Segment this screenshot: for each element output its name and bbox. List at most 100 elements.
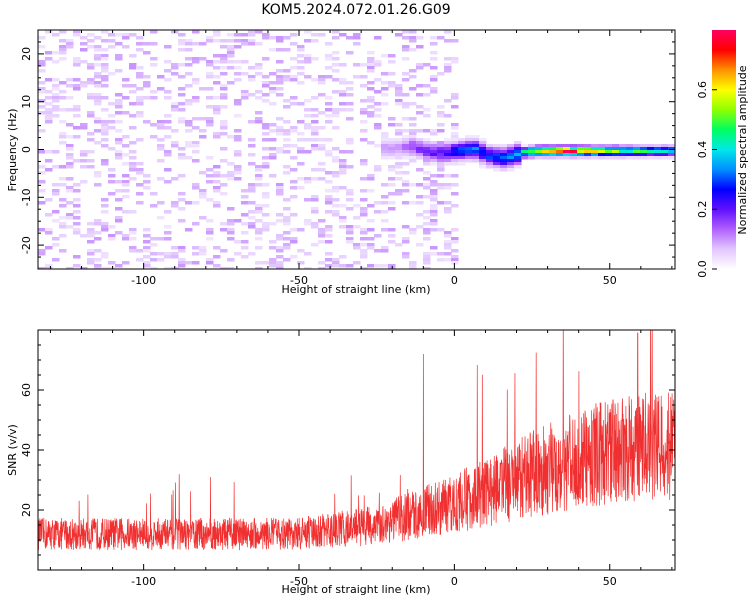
heatmap-cell (164, 267, 172, 269)
heatmap-cell (94, 141, 102, 145)
heatmap-cell (108, 102, 116, 106)
heatmap-cell (465, 150, 473, 154)
heatmap-cell (332, 156, 340, 160)
heatmap-cell (451, 132, 459, 136)
snr-xlabel: Height of straight line (km) (281, 583, 430, 596)
heatmap-cell (556, 150, 564, 154)
heatmap-cell (423, 141, 431, 145)
heatmap-cell (437, 156, 445, 160)
heatmap-cell (283, 105, 291, 109)
x-tick-label: 0 (451, 274, 458, 287)
heatmap-cell (87, 138, 95, 142)
heatmap-cell (255, 183, 263, 187)
snr-ylabel: SNR (v/v) (6, 424, 19, 476)
spectrogram-ylabel: Frequency (Hz) (6, 109, 19, 192)
heatmap-cell (402, 240, 410, 244)
heatmap-cell (409, 264, 417, 268)
heatmap-cell (437, 150, 445, 154)
heatmap-cell (395, 99, 403, 103)
heatmap-cell (248, 78, 256, 82)
heatmap-cell (129, 102, 137, 106)
heatmap-cell (66, 189, 74, 193)
y-tick-label: -20 (20, 236, 33, 254)
heatmap-cell (38, 129, 46, 133)
heatmap-cell (591, 156, 599, 160)
heatmap-cell (101, 210, 109, 214)
heatmap-cell (430, 147, 438, 151)
heatmap-cell (479, 153, 487, 157)
heatmap-cell (458, 147, 466, 151)
heatmap-cell (423, 228, 431, 232)
heatmap-cell (262, 75, 270, 79)
heatmap-cell (157, 237, 165, 241)
heatmap-cell (311, 33, 319, 37)
heatmap-cell (115, 54, 123, 58)
heatmap-cell (507, 168, 515, 172)
heatmap-cell (59, 51, 67, 55)
heatmap-cell (178, 246, 186, 250)
heatmap-cell (255, 117, 263, 121)
heatmap-cell (115, 216, 123, 220)
heatmap-cell (192, 141, 200, 145)
heatmap-cell (395, 90, 403, 94)
heatmap-cell (276, 93, 284, 97)
heatmap-cell (220, 66, 228, 70)
heatmap-cell (290, 96, 298, 100)
heatmap-cell (66, 108, 74, 112)
heatmap-cell (178, 48, 186, 52)
heatmap-cell (150, 267, 158, 269)
heatmap-cell (360, 189, 368, 193)
heatmap-cell (241, 93, 249, 97)
heatmap-cell (318, 126, 326, 130)
heatmap-cell (556, 153, 564, 157)
heatmap-cell (59, 234, 67, 238)
heatmap-cell (143, 261, 151, 265)
heatmap-cell (416, 111, 424, 115)
heatmap-cell (409, 48, 417, 52)
heatmap-cell (185, 144, 193, 148)
heatmap-cell (325, 66, 333, 70)
heatmap-cell (402, 129, 410, 133)
heatmap-cell (311, 132, 319, 136)
heatmap-cell (122, 144, 130, 148)
heatmap-cell (451, 228, 459, 232)
heatmap-cell (570, 153, 578, 157)
heatmap-cell (388, 141, 396, 145)
heatmap-cell (220, 105, 228, 109)
heatmap-cell (234, 45, 242, 49)
heatmap-cell (185, 63, 193, 67)
heatmap-cell (38, 99, 46, 103)
heatmap-cell (304, 57, 312, 61)
heatmap-cell (598, 147, 606, 151)
heatmap-cell (206, 123, 214, 127)
heatmap-cell (395, 171, 403, 175)
heatmap-cell (360, 108, 368, 112)
heatmap-cell (416, 150, 424, 154)
heatmap-cell (192, 99, 200, 103)
heatmap-cell (143, 246, 151, 250)
heatmap-cell (367, 141, 375, 145)
heatmap-cell (262, 147, 270, 151)
heatmap-cell (297, 66, 305, 70)
heatmap-cell (45, 120, 53, 124)
heatmap-cell (444, 186, 452, 190)
heatmap-cell (381, 72, 389, 76)
heatmap-cell (367, 57, 375, 61)
heatmap-cell (521, 150, 529, 154)
y-tick-label: -10 (20, 188, 33, 206)
heatmap-cell (423, 147, 431, 151)
heatmap-cell (73, 33, 81, 37)
heatmap-cell (255, 237, 263, 241)
heatmap-cell (101, 123, 109, 127)
heatmap-cell (311, 198, 319, 202)
heatmap-cell (472, 147, 480, 151)
heatmap-cell (535, 150, 543, 154)
heatmap-cell (318, 177, 326, 181)
heatmap-cell (381, 219, 389, 223)
heatmap-cell (402, 144, 410, 148)
colorbar-tick-label: 0.6 (696, 81, 709, 99)
heatmap-cell (171, 141, 179, 145)
heatmap-cell (332, 171, 340, 175)
heatmap-cell (73, 63, 81, 67)
heatmap-cell (325, 54, 333, 58)
